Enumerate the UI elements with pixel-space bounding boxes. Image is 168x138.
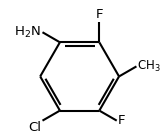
Text: Cl: Cl <box>29 121 42 134</box>
Text: CH$_3$: CH$_3$ <box>137 59 161 74</box>
Text: F: F <box>117 114 125 127</box>
Text: H$_2$N: H$_2$N <box>14 25 41 40</box>
Text: F: F <box>96 8 103 21</box>
